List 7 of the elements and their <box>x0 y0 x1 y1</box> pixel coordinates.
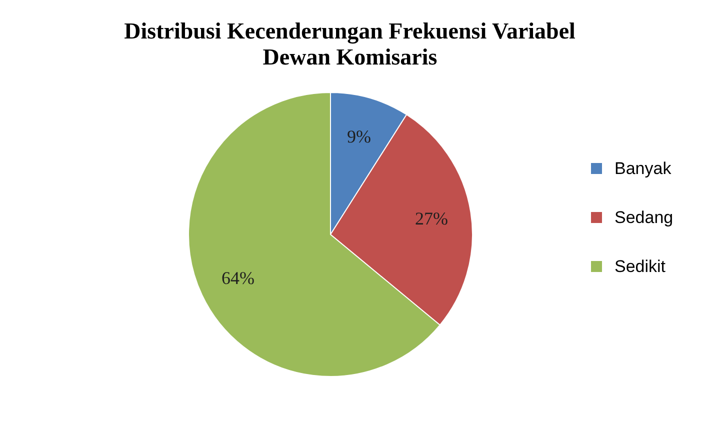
data-label: 64% <box>221 268 254 288</box>
legend-label: Sedikit <box>614 257 666 276</box>
legend-label: Sedang <box>614 208 674 227</box>
data-label: 27% <box>414 208 448 229</box>
chart-title: Distribusi Kecenderungan Frekuensi Variabel Dewan Komisaris <box>124 18 576 70</box>
data-label: 9% <box>347 126 372 146</box>
legend-label: Banyak <box>614 159 672 178</box>
